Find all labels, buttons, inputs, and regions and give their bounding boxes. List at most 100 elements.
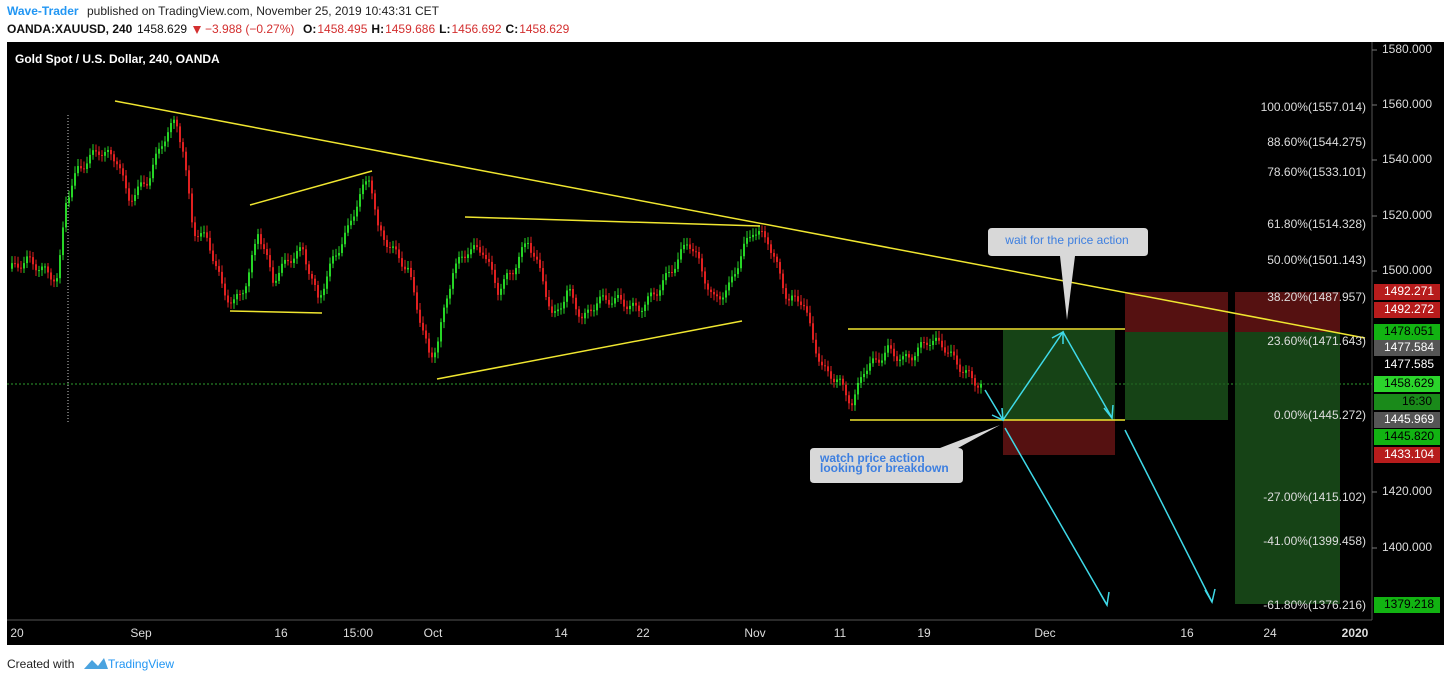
candle-body: [773, 252, 775, 257]
candle-body: [113, 154, 115, 162]
arrow-head: [1051, 330, 1064, 344]
candle-body: [425, 330, 427, 339]
candle-body: [488, 259, 490, 262]
ohlc-value: 1458.629: [519, 22, 569, 36]
candle-body: [641, 310, 643, 312]
candle-body: [173, 119, 175, 124]
candle-body: [593, 310, 595, 312]
callout: [988, 228, 1148, 320]
author[interactable]: Wave-Trader: [7, 4, 79, 18]
candle-body: [362, 184, 364, 195]
candle-body: [572, 289, 574, 298]
time-label: 2020: [1342, 626, 1369, 640]
trendline: [114, 100, 1366, 339]
candle-body: [605, 295, 607, 300]
candle-body: [878, 359, 880, 363]
candle-body: [176, 119, 178, 127]
candle-body: [668, 272, 670, 274]
candle-body: [284, 259, 286, 264]
candle-body: [275, 280, 277, 283]
candle-body: [14, 263, 16, 265]
candle-body: [689, 244, 691, 249]
candle-body: [506, 273, 508, 280]
ohlc-label: L:: [439, 22, 450, 36]
candle-body: [212, 250, 214, 262]
candle-body: [812, 323, 814, 340]
candle-body: [815, 339, 817, 354]
candle-body: [536, 256, 538, 260]
candle-body: [209, 237, 211, 251]
candle-body: [551, 306, 553, 313]
candle-body: [107, 150, 109, 152]
price-tag: [1374, 447, 1440, 463]
candle-body: [377, 209, 379, 226]
candle-body: [461, 256, 463, 258]
price-label: 1520.000: [1382, 208, 1432, 222]
candle-body: [590, 309, 592, 312]
candle-body: [980, 383, 982, 388]
ohlc-value: 1458.495: [317, 22, 367, 36]
candle-body: [236, 294, 238, 300]
candle-body: [17, 263, 19, 268]
candle-body: [395, 246, 397, 250]
candle-body: [473, 245, 475, 250]
candle-body: [455, 263, 457, 274]
candle-body: [845, 384, 847, 396]
candle-body: [476, 245, 478, 248]
price-tag: [1374, 429, 1440, 445]
price-tag: [1374, 302, 1440, 318]
candle-body: [323, 288, 325, 296]
candle-body: [11, 263, 13, 269]
candle-body: [65, 202, 67, 228]
price-tag-label: 1458.629: [1384, 376, 1434, 390]
candle-body: [728, 282, 730, 291]
candle-body: [290, 261, 292, 263]
candle-body: [41, 266, 43, 271]
candle-body: [509, 273, 511, 275]
candle-body: [860, 377, 862, 383]
candle-body: [134, 195, 136, 201]
candle-body: [23, 263, 25, 269]
candle-body: [146, 183, 148, 186]
candle-body: [404, 266, 406, 270]
candle-body: [95, 150, 97, 152]
candle-body: [608, 299, 610, 305]
candle-body: [491, 261, 493, 270]
candle-body: [644, 304, 646, 311]
candle-body: [497, 282, 499, 295]
candle-body: [398, 249, 400, 259]
candle-body: [449, 288, 451, 299]
labels: 1580.000 1560.000 1540.000 1520.000 1500.000…: [10, 42, 1440, 640]
time-label: 11: [834, 626, 847, 640]
candles: [11, 115, 982, 412]
candle-body: [383, 230, 385, 240]
candle-body: [272, 267, 274, 283]
candle-body: [752, 234, 754, 238]
candle-body: [827, 366, 829, 372]
candle-body: [803, 304, 805, 307]
footer-brand[interactable]: TradingView: [108, 657, 174, 671]
arrow-head: [1103, 404, 1114, 420]
price-tag-label: 1492.271: [1384, 284, 1434, 298]
candle-body: [518, 256, 520, 269]
candle-body: [788, 298, 790, 301]
candle-body: [680, 249, 682, 260]
candle-body: [317, 285, 319, 298]
fib-label: 38.20%(1487.957): [1267, 290, 1366, 304]
candle-body: [917, 347, 919, 357]
candle-body: [320, 295, 322, 298]
candle-body: [884, 352, 886, 361]
candle-body: [806, 306, 808, 313]
stop-zone: [1125, 292, 1228, 332]
price-tag: [1374, 324, 1440, 340]
price-label: 1580.000: [1382, 42, 1432, 56]
published: published on TradingView.com, November 2…: [87, 4, 440, 18]
candle-body: [293, 258, 295, 263]
candle-body: [542, 268, 544, 282]
candle-body: [482, 252, 484, 255]
ohlc: O: 1458.495 H: 1459.686 L: 1456.692 C: 1458.629: [303, 22, 570, 36]
candle-body: [458, 257, 460, 264]
candle-body: [191, 193, 193, 223]
candle-body: [464, 256, 466, 258]
candle-body: [968, 370, 970, 372]
